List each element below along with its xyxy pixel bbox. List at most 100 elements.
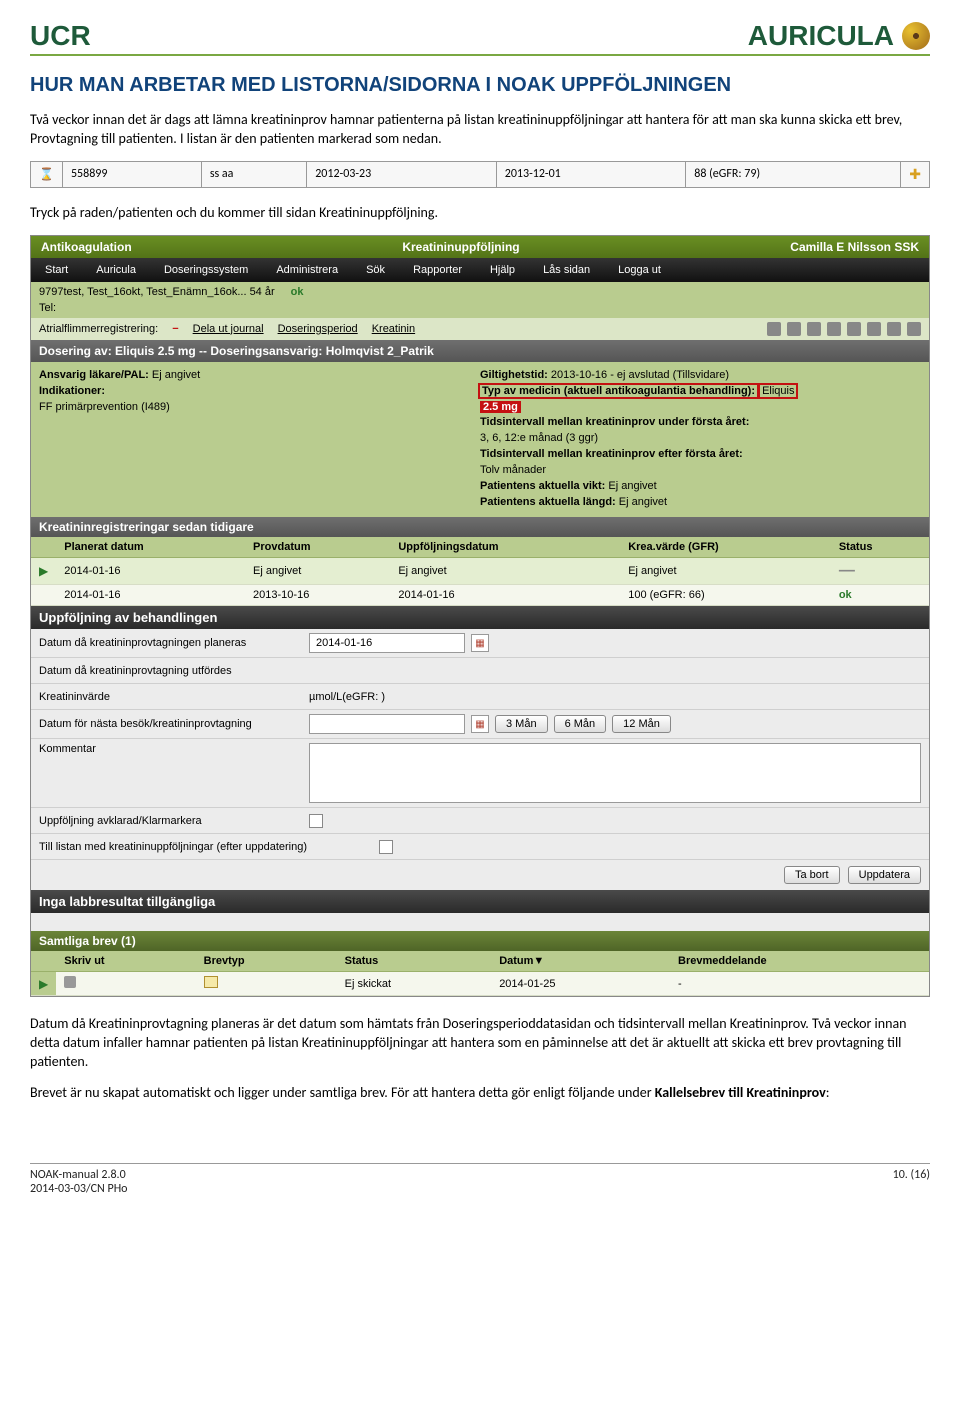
dose-pal-label: Ansvarig läkare/PAL:: [39, 369, 149, 381]
menu-help[interactable]: Hjälp: [476, 262, 529, 278]
kreat-row[interactable]: 2014-01-16 2013-10-16 2014-01-16 100 (eG…: [31, 585, 929, 606]
uppfoljning-bar: Uppföljning av behandlingen: [31, 606, 929, 629]
link-kreatinin[interactable]: Kreatinin: [372, 323, 415, 335]
dose-gilt-val: 2013-10-16 - ej avslutad (Tillsvidare): [551, 369, 729, 381]
btn-6-month[interactable]: 6 Mån: [554, 715, 607, 733]
af-reg-label: Atrialflimmerregistrering:: [39, 323, 158, 335]
plan-date-label: Datum då kreatininprovtagningen planeras: [39, 637, 309, 649]
toolbar-icon[interactable]: [867, 322, 881, 336]
page-header: UCR AURICULA: [30, 20, 930, 56]
next-date-input[interactable]: [309, 714, 465, 734]
kreat-cell: 2013-10-16: [245, 585, 390, 606]
dose-int2-label: Tidsintervall mellan kreatininprov efter…: [480, 448, 743, 460]
toolbar-icon[interactable]: [827, 322, 841, 336]
dose-indik-label: Indikationer:: [39, 385, 105, 397]
app-user: Camilla E Nilsson SSK: [790, 240, 919, 254]
patient-info-row: 9797test, Test_16okt, Test_Enämn_16ok...…: [31, 282, 929, 302]
brev-col-msg: Brevmeddelande: [670, 951, 929, 972]
calendar-icon[interactable]: ▦: [471, 715, 489, 733]
brev-date: 2014-01-25: [491, 972, 670, 996]
dose-medtype-val: Eliquis: [760, 385, 796, 397]
update-button[interactable]: Uppdatera: [848, 866, 921, 884]
next-date-label: Datum för nästa besök/kreatininprovtagni…: [39, 718, 309, 730]
brev-col-print: Skriv ut: [56, 951, 195, 972]
dosering-body: Ansvarig läkare/PAL: Ej angivet Indikati…: [31, 362, 929, 517]
form-row-comment: Kommentar: [31, 739, 929, 808]
dose-int2-val: Tolv månader: [480, 463, 921, 479]
dose-langd-label: Patientens aktuella längd:: [480, 496, 616, 508]
brev-auto-text-c: :: [826, 1084, 830, 1101]
toolbar-icon[interactable]: [887, 322, 901, 336]
brev-col-date: Datum▼: [491, 951, 670, 972]
menu-reports[interactable]: Rapporter: [399, 262, 476, 278]
brev-status: Ej skickat: [337, 972, 492, 996]
menu-lock[interactable]: Lås sidan: [529, 262, 604, 278]
dose-vikt-val: Ej angivet: [608, 480, 656, 492]
kreat-reg-table: Planerat datum Provdatum Uppföljningsdat…: [31, 537, 929, 606]
intro-paragraph: Två veckor innan det är dags att lämna k…: [30, 111, 930, 149]
brev-col-status: Status: [337, 951, 492, 972]
add-icon[interactable]: ✚: [909, 166, 921, 183]
patient-ok-badge: ok: [291, 286, 304, 298]
link-dela-journal[interactable]: Dela ut journal: [193, 323, 264, 335]
dose-pal-val: Ej angivet: [152, 369, 200, 381]
patient-date2: 2013-12-01: [496, 161, 686, 187]
tolist-checkbox[interactable]: [379, 840, 393, 854]
patient-date1: 2012-03-23: [307, 161, 497, 187]
menu-dosering[interactable]: Doseringssystem: [150, 262, 262, 278]
plan-date-input[interactable]: [309, 633, 465, 653]
link-doseringsperiod[interactable]: Doseringsperiod: [278, 323, 358, 335]
page-footer: NOAK-manual 2.8.0 2014-03-03/CN PHo 10. …: [30, 1163, 930, 1196]
comment-label: Kommentar: [39, 743, 309, 755]
toolbar-icon[interactable]: [847, 322, 861, 336]
kreat-col-prov: Provdatum: [245, 537, 390, 558]
comment-textarea[interactable]: [309, 743, 921, 803]
btn-12-month[interactable]: 12 Mån: [612, 715, 671, 733]
kreat-reg-bar: Kreatininregistreringar sedan tidigare: [31, 517, 929, 537]
calendar-icon[interactable]: ▦: [471, 634, 489, 652]
form-row-next-date: Datum för nästa besök/kreatininprovtagni…: [31, 710, 929, 739]
dosering-bar: Dosering av: Eliquis 2.5 mg -- Doserings…: [31, 340, 929, 362]
kreat-cell: 2014-01-16: [390, 585, 620, 606]
letter-icon: [204, 976, 218, 988]
form-row-klarmarkera: Uppföljning avklarad/Klarmarkera: [31, 808, 929, 834]
toolbar-icon[interactable]: [807, 322, 821, 336]
kreat-value-label: Kreatininvärde: [39, 691, 309, 703]
dose-gilt-label: Giltighetstid:: [480, 369, 548, 381]
dose-mg-badge: 2.5 mg: [480, 401, 521, 413]
instruction-paragraph: Tryck på raden/patienten och du kommer t…: [30, 204, 930, 223]
kreat-row[interactable]: ▶ 2014-01-16 Ej angivet Ej angivet Ej an…: [31, 558, 929, 585]
toolbar-icon[interactable]: [787, 322, 801, 336]
menu-logout[interactable]: Logga ut: [604, 262, 675, 278]
brev-bar: Samtliga brev (1): [31, 931, 929, 951]
toolbar-icon[interactable]: [907, 322, 921, 336]
delete-button[interactable]: Ta bort: [784, 866, 840, 884]
patient-list-row[interactable]: ⌛ 558899 ss aa 2012-03-23 2013-12-01 88 …: [30, 161, 930, 188]
form-button-row: Ta bort Uppdatera: [31, 860, 929, 890]
brev-col-type: Brevtyp: [196, 951, 337, 972]
menu-auricula[interactable]: Auricula: [82, 262, 150, 278]
btn-3-month[interactable]: 3 Mån: [495, 715, 548, 733]
form-row-kreat-value: Kreatininvärde µmol/L(eGFR: ): [31, 684, 929, 710]
toolbar: Atrialflimmerregistrering: − Dela ut jou…: [31, 318, 929, 340]
form-row-tolist: Till listan med kreatininuppföljningar (…: [31, 834, 929, 860]
form-row-utford-date: Datum då kreatininprovtagning utfördes: [31, 658, 929, 684]
brev-row[interactable]: ▶ Ej skickat 2014-01-25 -: [31, 972, 929, 996]
klarmarkera-checkbox[interactable]: [309, 814, 323, 828]
brev-auto-paragraph: Brevet är nu skapat automatiskt och ligg…: [30, 1084, 930, 1103]
print-icon[interactable]: [64, 976, 76, 988]
menu-start[interactable]: Start: [31, 262, 82, 278]
kreat-col-gfr: Krea.värde (GFR): [620, 537, 831, 558]
toolbar-icon-row: [767, 322, 921, 336]
dose-int1-label: Tidsintervall mellan kreatininprov under…: [480, 416, 749, 428]
form-row-plan-date: Datum då kreatininprovtagningen planeras…: [31, 629, 929, 658]
menu-search[interactable]: Sök: [352, 262, 399, 278]
toolbar-icon[interactable]: [767, 322, 781, 336]
kreat-cell: 2014-01-16: [56, 558, 245, 585]
kreat-cell: Ej angivet: [245, 558, 390, 585]
patient-id: 558899: [62, 161, 201, 187]
af-reg-minus-icon: −: [172, 323, 178, 335]
header-left: UCR: [30, 20, 91, 52]
footer-page: 10. (16): [893, 1168, 930, 1196]
menu-admin[interactable]: Administrera: [262, 262, 352, 278]
